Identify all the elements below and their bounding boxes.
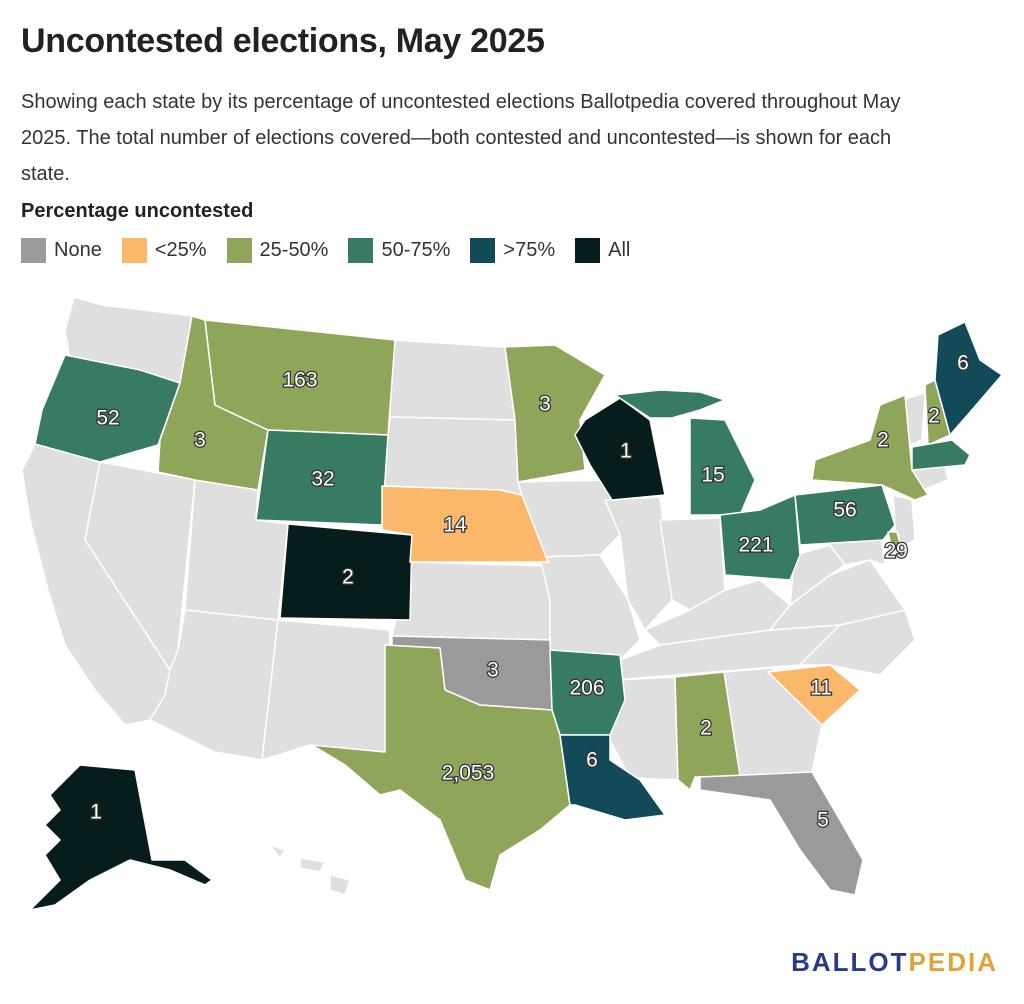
label-montana: 163 xyxy=(282,369,317,392)
label-new-hampshire: 2 xyxy=(928,405,940,428)
state-south-carolina[interactable] xyxy=(767,664,861,726)
label-delaware: 29 xyxy=(884,540,907,563)
label-louisiana: 6 xyxy=(586,749,598,772)
state-labels: 52 3 163 32 2 14 3 1 15 221 56 2 2 6 29 … xyxy=(89,350,970,833)
legend-label: 50-75% xyxy=(381,239,451,261)
background-states xyxy=(21,296,949,896)
label-maine: 6 xyxy=(957,352,969,375)
state-alabama[interactable] xyxy=(674,671,741,791)
logo-part-pedia: PEDIA xyxy=(908,947,998,977)
state-hawaii[interactable] xyxy=(269,844,351,896)
legend-item-under-25[interactable]: <25% xyxy=(121,238,207,263)
state-ohio[interactable] xyxy=(719,494,801,581)
legend-item-50-75[interactable]: 50-75% xyxy=(348,238,450,263)
legend-item-25-50[interactable]: 25-50% xyxy=(226,238,329,263)
legend-title: Percentage uncontested xyxy=(21,200,254,222)
logo-part-ballot: BALLOT xyxy=(791,947,909,977)
state-new-mexico[interactable] xyxy=(261,619,391,761)
label-michigan: 15 xyxy=(701,464,724,487)
data-states xyxy=(29,315,1003,911)
label-florida: 5 xyxy=(817,809,829,832)
label-idaho: 3 xyxy=(194,429,206,452)
legend-item-all[interactable]: All xyxy=(575,238,630,263)
label-alaska: 1 xyxy=(90,801,102,824)
legend-item-over-75[interactable]: >75% xyxy=(470,238,555,263)
legend-label: None xyxy=(54,239,102,261)
label-minnesota: 3 xyxy=(539,393,551,416)
label-ohio: 221 xyxy=(738,534,773,557)
state-north-dakota[interactable] xyxy=(389,339,516,421)
label-alabama: 2 xyxy=(700,717,712,740)
state-louisiana[interactable] xyxy=(559,734,666,821)
us-map: 52 3 163 32 2 14 3 1 15 221 56 2 2 6 29 … xyxy=(21,296,1003,911)
label-colorado: 2 xyxy=(342,566,354,589)
legend-swatch xyxy=(121,238,147,263)
state-colorado[interactable] xyxy=(279,523,413,621)
label-oregon: 52 xyxy=(96,407,119,430)
legend: None <25% 25-50% 50-75% >75% All xyxy=(21,238,650,263)
label-arkansas: 206 xyxy=(569,677,604,700)
state-florida[interactable] xyxy=(699,771,864,896)
label-oklahoma: 3 xyxy=(487,659,499,682)
label-wyoming: 32 xyxy=(311,468,334,491)
legend-label: >75% xyxy=(503,239,556,261)
legend-label: All xyxy=(608,239,631,261)
label-wisconsin: 1 xyxy=(620,440,632,463)
state-texas[interactable] xyxy=(311,644,571,891)
ballotpedia-logo: BALLOTPEDIA xyxy=(791,947,998,978)
legend-label: <25% xyxy=(154,239,207,261)
state-oregon[interactable] xyxy=(34,354,181,463)
legend-swatch xyxy=(348,238,374,263)
state-kansas[interactable] xyxy=(391,561,551,641)
legend-swatch xyxy=(470,238,496,263)
state-delaware[interactable] xyxy=(887,531,903,551)
label-pennsylvania: 56 xyxy=(833,499,856,522)
label-south-carolina: 11 xyxy=(810,677,832,700)
state-south-dakota[interactable] xyxy=(381,416,523,496)
label-texas: 2,053 xyxy=(442,762,495,785)
state-maine[interactable] xyxy=(934,321,1003,436)
state-massachusetts[interactable] xyxy=(911,439,971,471)
legend-swatch xyxy=(575,238,601,263)
state-michigan[interactable] xyxy=(614,389,756,516)
label-nebraska: 14 xyxy=(443,514,467,537)
legend-label: 25-50% xyxy=(259,239,329,261)
state-nebraska[interactable] xyxy=(381,485,549,563)
page-title: Uncontested elections, May 2025 xyxy=(21,22,545,60)
label-new-york: 2 xyxy=(877,429,889,452)
state-new-york[interactable] xyxy=(811,394,929,501)
legend-swatch xyxy=(21,238,46,263)
legend-swatch xyxy=(226,238,252,263)
state-alaska[interactable] xyxy=(29,764,213,911)
legend-item-none[interactable]: None xyxy=(21,238,102,263)
state-missouri[interactable] xyxy=(539,554,641,661)
subtitle: Showing each state by its percentage of … xyxy=(21,91,901,185)
